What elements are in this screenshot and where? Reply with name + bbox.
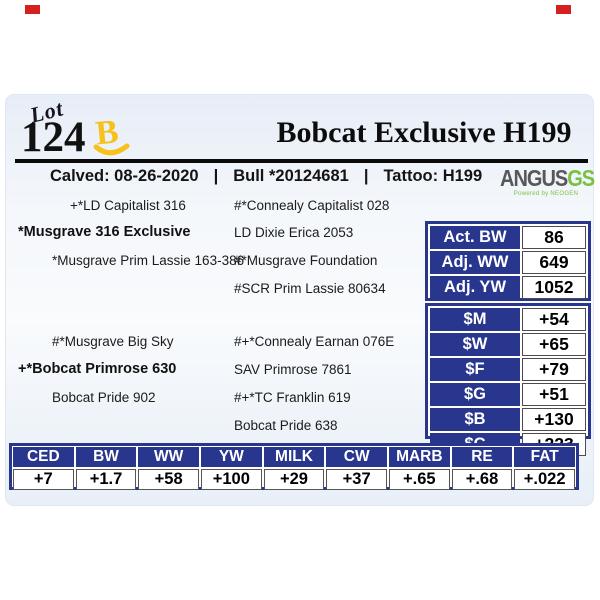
dollar-value: +130 bbox=[522, 408, 586, 431]
angus-tagline: Powered by NEOGEN bbox=[513, 191, 579, 197]
dollar-value: +51 bbox=[522, 383, 586, 406]
performance-table: Act. BW 86 Adj. WW 649 Adj. YW 1052 bbox=[425, 221, 591, 301]
epd-header: YW bbox=[201, 447, 262, 467]
dollar-label: $F bbox=[430, 358, 520, 381]
dollar-value: +54 bbox=[522, 308, 586, 331]
performance-label: Adj. YW bbox=[430, 276, 520, 299]
dam-grandparent: #+*Connealy Earnan 076E bbox=[234, 334, 395, 349]
epd-table: CED BW WW YW MILK CW MARB RE FAT +7 +1.7… bbox=[9, 443, 579, 490]
performance-label: Act. BW bbox=[430, 226, 520, 249]
epd-value: +1.7 bbox=[75, 469, 137, 490]
dam-grandparent: #+*TC Franklin 619 bbox=[234, 390, 351, 405]
epd-value: +.68 bbox=[451, 469, 513, 490]
sire-grandparent: #*Musgrave Foundation bbox=[234, 253, 378, 268]
performance-value: 649 bbox=[522, 251, 586, 274]
epd-header: MARB bbox=[389, 447, 450, 467]
performance-value: 86 bbox=[522, 226, 586, 249]
dollar-label: $B bbox=[430, 408, 520, 431]
header-divider bbox=[15, 159, 588, 163]
bull-registration: Bull *20124681 bbox=[233, 167, 349, 185]
epd-header: MILK bbox=[263, 447, 325, 467]
sire-name: *Musgrave 316 Exclusive bbox=[18, 224, 191, 240]
info-separator: | bbox=[213, 167, 219, 185]
info-separator: | bbox=[363, 167, 369, 185]
dam-grandparent: SAV Primrose 7861 bbox=[234, 362, 352, 377]
sire-of-dam: #*Musgrave Big Sky bbox=[52, 334, 174, 349]
sire-grandparent: #*Connealy Capitalist 028 bbox=[234, 198, 390, 213]
sire-of-sire: +*LD Capitalist 316 bbox=[70, 198, 186, 213]
epd-value: +7 bbox=[13, 469, 74, 490]
bobcat-b-logo-icon: B bbox=[93, 113, 130, 156]
dollar-value: +79 bbox=[522, 358, 586, 381]
dollar-label: $G bbox=[430, 383, 520, 406]
angus-gs-logo: ANGUSGS Powered by NEOGEN bbox=[500, 166, 595, 197]
performance-value: 1052 bbox=[522, 276, 586, 299]
epd-header: CW bbox=[326, 447, 387, 467]
tattoo: Tattoo: H199 bbox=[383, 167, 483, 185]
epd-value: +37 bbox=[326, 469, 387, 490]
corner-mark-left bbox=[25, 5, 40, 14]
epd-header: FAT bbox=[514, 447, 575, 467]
sire-grandparent: #SCR Prim Lassie 80634 bbox=[234, 281, 386, 296]
dollar-value: +65 bbox=[522, 333, 586, 356]
epd-value: +58 bbox=[138, 469, 199, 490]
epd-value: +29 bbox=[263, 469, 325, 490]
dollar-label: $M bbox=[430, 308, 520, 331]
lot-card: Lot 124 B Bobcat Exclusive H199 Calved: … bbox=[5, 94, 595, 506]
info-bar: Calved: 08-26-2020 | Bull *20124681 | Ta… bbox=[50, 167, 482, 186]
epd-header: WW bbox=[138, 447, 199, 467]
epd-value: +.022 bbox=[514, 469, 575, 490]
gs-logo-text: GS bbox=[567, 166, 595, 192]
sire-grandparent: LD Dixie Erica 2053 bbox=[234, 225, 354, 240]
lot-number: 124 bbox=[21, 114, 86, 161]
dam-of-sire: *Musgrave Prim Lassie 163-386 bbox=[52, 253, 245, 268]
epd-header: CED bbox=[13, 447, 74, 467]
dollar-value-table: $M +54 $W +65 $F +79 $G +51 $B +130 $C +… bbox=[425, 303, 591, 456]
epd-value: +.65 bbox=[389, 469, 450, 490]
dam-name: +*Bobcat Primrose 630 bbox=[18, 361, 177, 377]
epd-header: BW bbox=[75, 447, 137, 467]
corner-mark-right bbox=[556, 5, 571, 14]
page-title: Bobcat Exclusive H199 bbox=[276, 116, 572, 149]
performance-label: Adj. WW bbox=[430, 251, 520, 274]
epd-value: +100 bbox=[201, 469, 262, 490]
calved-date: Calved: 08-26-2020 bbox=[50, 167, 199, 185]
epd-header: RE bbox=[451, 447, 513, 467]
dollar-label: $W bbox=[430, 333, 520, 356]
dam-grandparent: Bobcat Pride 638 bbox=[234, 418, 338, 433]
dam-of-dam: Bobcat Pride 902 bbox=[52, 390, 156, 405]
angus-logo-text: ANGUS bbox=[500, 166, 568, 192]
